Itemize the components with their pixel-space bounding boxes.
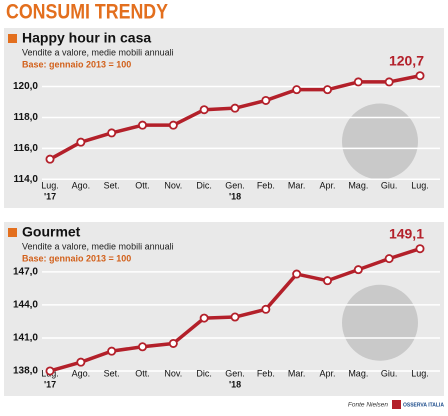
x-tick-label: Feb. [257,180,275,190]
y-tick-label: 116,0 [14,143,39,154]
point [415,244,425,254]
point [199,313,209,323]
y-tick-label: 118,0 [14,112,39,123]
point [76,357,86,367]
x-tick-label: Ago. [72,368,91,378]
x-tick-label: Nov. [164,368,182,378]
point [292,85,302,95]
point [353,77,363,87]
y-tick-label: 120,0 [13,81,38,92]
logo-mark [392,400,401,409]
value-label: 149,1 [389,225,424,241]
x-tick-label: Mag. [348,368,368,378]
x-tick-label: Apr. [319,180,335,190]
chart-title: Happy hour in casa [22,30,151,46]
point [168,120,178,130]
y-tick-label: 114,0 [14,174,39,185]
x-tick-label: Feb. [257,368,275,378]
x-tick-label: Dic. [196,368,212,378]
point [45,366,55,376]
x-tick-label: Set. [104,368,120,378]
x-tick-label: Ott. [135,368,150,378]
chart-title: Gourmet [22,224,81,240]
x-tick-label: Mar. [288,368,306,378]
point [107,346,117,356]
x-tick-label: Apr. [319,368,335,378]
value-label: 120,7 [389,52,424,68]
point [107,128,117,138]
x-tick-year: '18 [229,379,241,389]
point [76,137,86,147]
illustration [342,103,418,180]
x-tick-label: Ott. [135,180,150,190]
x-tick-label: Lug. [41,180,59,190]
title-marker [8,228,17,237]
x-tick-label: Mar. [288,180,306,190]
x-tick-year: '17 [44,379,56,389]
chart-subtitle: Vendite a valore, medie mobili annuali [22,47,174,57]
point [261,304,271,314]
point [230,312,240,322]
point [45,154,55,164]
point [137,120,147,130]
source: Fonte Nielsen [348,402,388,409]
x-tick-label: Set. [104,180,120,190]
x-tick-year: '17 [44,191,56,201]
x-tick-label: Lug. [411,368,429,378]
x-tick-label: Mag. [348,180,368,190]
y-tick-label: 141,0 [13,333,38,344]
x-tick-label: Nov. [164,180,182,190]
chart-note: Base: gennaio 2013 = 100 [22,59,131,69]
y-tick-label: 138,0 [13,366,38,377]
point [199,105,209,115]
x-tick-label: Giu. [381,368,398,378]
x-tick-label: Gen. [225,180,245,190]
point [261,95,271,105]
point [168,338,178,348]
point [322,276,332,286]
title-marker [8,34,17,43]
x-tick-label: Dic. [196,180,212,190]
point [322,85,332,95]
x-tick-label: Giu. [381,180,398,190]
y-tick-label: 144,0 [13,300,38,311]
point [353,265,363,275]
y-tick-label: 147,0 [13,266,38,277]
chart-subtitle: Vendite a valore, medie mobili annuali [22,241,174,251]
x-tick-label: Ago. [72,180,91,190]
point [137,342,147,352]
point [292,269,302,279]
point [415,71,425,81]
chart-note: Base: gennaio 2013 = 100 [22,253,131,263]
point [230,103,240,113]
x-tick-year: '18 [229,191,241,201]
point [384,254,394,264]
x-tick-label: Lug. [411,180,429,190]
logo: OSSERVA ITALIA [403,402,444,408]
x-tick-label: Gen. [225,368,245,378]
point [384,77,394,87]
illustration [342,284,418,361]
page-title: CONSUMI TRENDY [6,1,168,24]
